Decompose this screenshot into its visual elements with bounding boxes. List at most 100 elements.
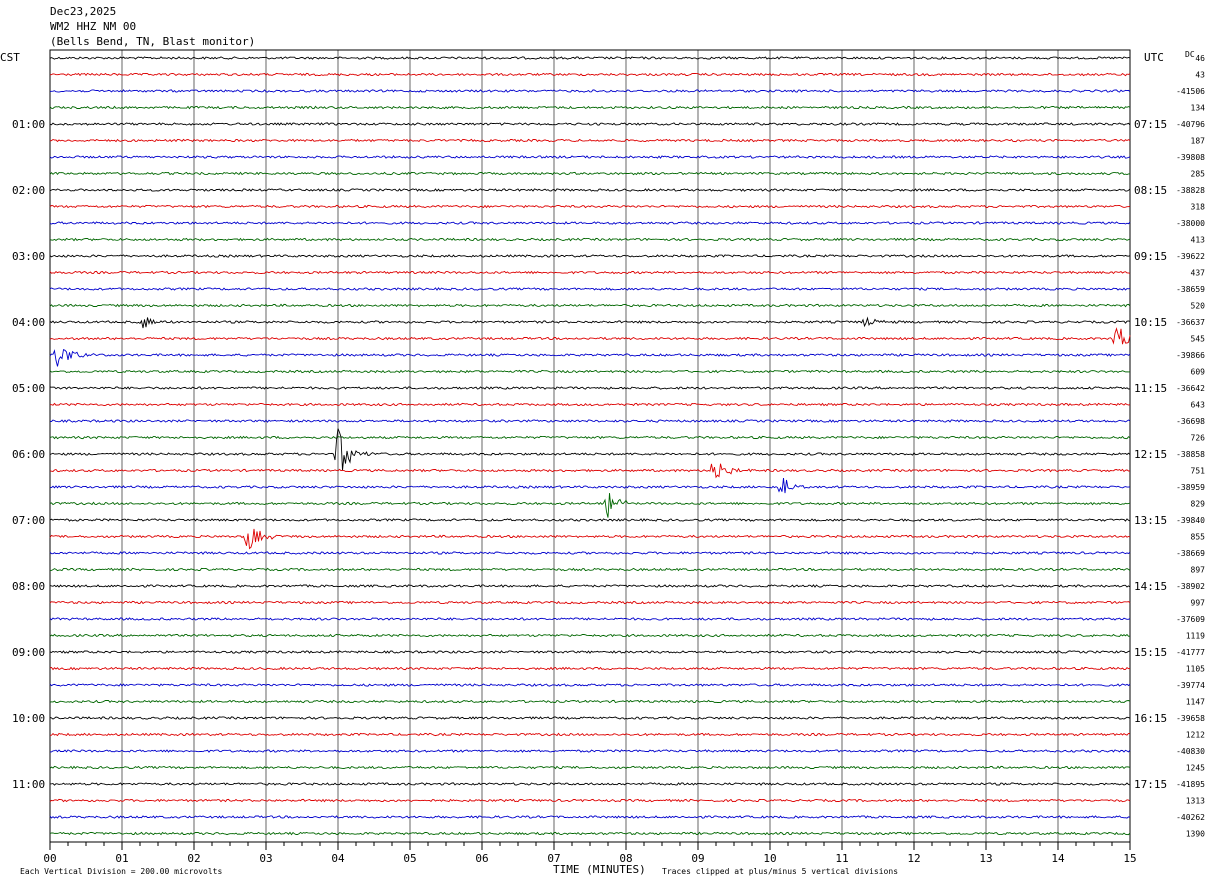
trace-line-17 [49,327,1131,345]
dc-value: 643 [1191,401,1206,410]
x-tick-label: 00 [43,852,56,865]
right-hour-label: 11:15 [1134,382,1167,395]
x-tick-label: 15 [1123,852,1136,865]
dc-value: -38000 [1176,219,1205,228]
dc-value: 609 [1191,368,1206,377]
left-hour-label: 10:00 [12,712,45,725]
dc-value: 897 [1191,566,1206,575]
trace-line-30 [49,551,1131,555]
trace-line-29 [49,528,1131,550]
x-tick-label: 09 [691,852,704,865]
x-tick-label: 11 [835,852,848,865]
x-tick-label: 07 [547,852,560,865]
dc-value: 1147 [1186,698,1205,707]
dc-value: -39774 [1176,681,1205,690]
dc-column-label: DC [1185,50,1195,59]
trace-line-42 [50,749,1131,753]
x-tick-label: 10 [763,852,776,865]
left-hour-label: 07:00 [12,514,45,527]
header-date: Dec23,2025 [50,5,116,18]
dc-value: -38902 [1176,582,1205,591]
right-hour-label: 17:15 [1134,778,1167,791]
left-hour-label: 11:00 [12,778,45,791]
trace-line-5 [49,138,1131,143]
trace-line-12 [49,254,1131,258]
dc-value: 1313 [1186,797,1205,806]
trace-line-7 [49,171,1131,176]
trace-line-40 [49,716,1131,720]
trace-line-28 [49,518,1131,522]
trace-line-47 [49,831,1131,836]
x-tick-label: 13 [979,852,992,865]
left-hour-label: 09:00 [12,646,45,659]
left-hour-label: 02:00 [12,184,45,197]
right-hour-label: 13:15 [1134,514,1167,527]
trace-line-33 [49,600,1131,605]
left-hour-label: 06:00 [12,448,45,461]
dc-value: 1390 [1186,830,1205,839]
dc-value: -40796 [1176,120,1205,129]
left-hour-labels: 01:00 02:00 03:00 04:00 05:00 06:00 07:00 08:00… [12,118,45,791]
dc-value: -37609 [1176,615,1205,624]
right-hour-label: 15:15 [1134,646,1167,659]
x-tick-label: 14 [1051,852,1065,865]
dc-value: 413 [1191,236,1206,245]
trace-line-13 [49,270,1131,275]
dc-value: -38959 [1176,483,1205,492]
right-hour-labels: 07:15 08:15 09:15 10:15 11:15 12:15 13:15 14:15… [1134,118,1167,791]
right-hour-label: 10:15 [1134,316,1167,329]
trace-group [49,56,1131,836]
right-hour-label: 09:15 [1134,250,1167,263]
x-tick-label: 06 [475,852,488,865]
dc-value: 997 [1191,599,1206,608]
trace-line-37 [49,666,1131,671]
right-hour-label: 12:15 [1134,448,1167,461]
dc-value: -38828 [1176,186,1205,195]
trace-line-10 [49,221,1131,225]
trace-line-35 [49,633,1131,638]
trace-line-16 [49,316,1131,329]
trace-line-36 [49,650,1131,654]
trace-line-39 [49,699,1131,704]
right-hour-label: 16:15 [1134,712,1167,725]
trace-line-4 [49,122,1131,126]
trace-line-44 [49,782,1131,786]
dc-value: -41777 [1176,648,1205,657]
dc-value: -39808 [1176,153,1205,162]
trace-line-21 [50,402,1131,407]
trace-line-2 [49,89,1131,93]
clip-note: Traces clipped at plus/minus 5 vertical … [662,867,898,876]
trace-line-9 [49,204,1131,209]
dc-value: -38659 [1176,285,1205,294]
right-hour-label: 14:15 [1134,580,1167,593]
dc-value: 520 [1191,302,1206,311]
trace-line-34 [49,617,1131,621]
trace-line-23 [49,435,1131,440]
dc-value: 1212 [1186,731,1205,740]
left-timezone-label: CST [0,51,20,64]
left-hour-label: 04:00 [12,316,45,329]
trace-line-38 [49,683,1131,687]
trace-line-18 [49,348,1131,367]
dc-value: -39840 [1176,516,1205,525]
dc-value: 437 [1191,269,1206,278]
x-axis-title: TIME (MINUTES) [553,863,646,876]
dc-value: -41506 [1176,87,1205,96]
x-tick-label: 12 [907,852,920,865]
trace-line-1 [49,72,1131,77]
x-axis: 00 01 02 03 04 05 06 07 08 09 10 11 12 13 14 15 [43,842,1137,865]
trace-line-19 [49,369,1131,374]
right-hour-label: 07:15 [1134,118,1167,131]
dc-value: 46 [1195,54,1205,63]
x-tick-label: 05 [403,852,416,865]
trace-line-45 [49,798,1131,803]
left-hour-label: 01:00 [12,118,45,131]
dc-value: 134 [1191,104,1206,113]
trace-line-8 [49,188,1131,192]
dc-value: 1105 [1186,665,1205,674]
x-tick-label: 08 [619,852,632,865]
dc-value: 855 [1191,533,1206,542]
trace-line-15 [49,303,1131,308]
dc-value: 1119 [1186,632,1205,641]
trace-line-22 [49,419,1131,423]
